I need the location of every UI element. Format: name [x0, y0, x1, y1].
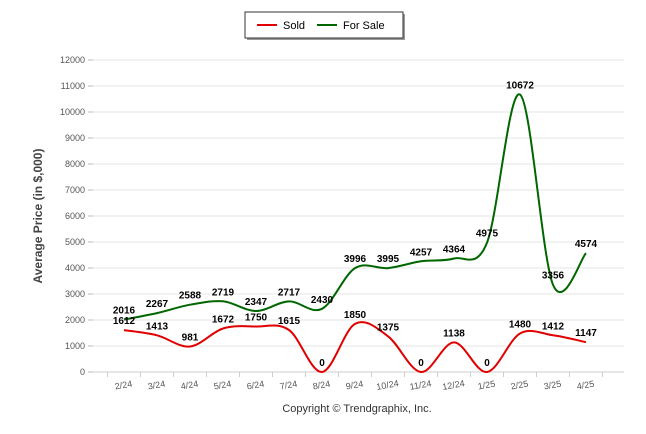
legend-item-sold[interactable]: Sold [257, 20, 305, 32]
sold-data-label: 1612 [113, 316, 136, 327]
y-tick-label: 7000 [65, 185, 85, 195]
x-tick-label: 2/25 [510, 379, 529, 392]
y-tick-label: 10000 [60, 107, 85, 117]
sold-data-label: 981 [182, 332, 199, 343]
for-sale-data-label: 2719 [212, 287, 235, 298]
sold-data-label: 1412 [542, 321, 565, 332]
for-sale-data-label: 2347 [245, 297, 268, 308]
x-tick-label: 2/24 [114, 379, 133, 392]
for-sale-data-label: 2430 [311, 295, 334, 306]
data-labels: 1612 1413 981 1672 1750 1615 0 1850 1375 0 1138 0 14… [113, 81, 598, 369]
sold-data-label: 1413 [146, 321, 169, 332]
sold-legend-label: Sold [283, 20, 305, 32]
sold-data-label: 1750 [245, 313, 268, 324]
y-tick-label: 3000 [65, 289, 85, 299]
for-sale-data-label: 10672 [506, 81, 534, 92]
x-tick-label: 9/24 [345, 379, 364, 392]
x-axis-ticks: 2/24 3/24 4/24 5/24 6/24 7/24 8/24 9/24 10/24 11/… [107, 372, 603, 392]
y-tick-label: 5000 [65, 237, 85, 247]
x-tick-label: 4/25 [576, 379, 595, 392]
sold-data-label: 0 [484, 358, 490, 369]
sold-data-label: 1850 [344, 310, 367, 321]
x-tick-label: 4/24 [180, 379, 199, 392]
sold-data-label: 1615 [278, 316, 301, 327]
sold-data-label: 1375 [377, 322, 400, 333]
for-sale-data-label: 4364 [443, 245, 466, 256]
sold-series-line [123, 321, 587, 373]
y-tick-label: 1000 [65, 341, 85, 351]
for-sale-data-label: 2267 [146, 299, 169, 310]
sold-data-label: 1672 [212, 315, 235, 326]
y-tick-label: 4000 [65, 263, 85, 273]
for-sale-data-label: 3995 [377, 254, 400, 265]
x-tick-label: 5/24 [213, 379, 232, 392]
y-tick-label: 8000 [65, 159, 85, 169]
x-tick-label: 1/25 [477, 379, 496, 392]
for-sale-legend-label: For Sale [343, 20, 385, 32]
for-sale-data-label: 3996 [344, 254, 367, 265]
y-axis-label: Average Price (in $,000) [31, 149, 45, 284]
sold-data-label: 0 [319, 358, 325, 369]
y-tick-label: 9000 [65, 133, 85, 143]
x-tick-label: 6/24 [246, 379, 265, 392]
for-sale-series-line [123, 93, 587, 321]
for-sale-data-label: 4975 [476, 229, 499, 240]
x-tick-label: 7/24 [279, 379, 298, 392]
for-sale-data-label: 4574 [575, 239, 598, 250]
x-tick-label: 8/24 [312, 379, 331, 392]
sold-data-label: 0 [418, 358, 424, 369]
legend-item-for-sale[interactable]: For Sale [317, 20, 385, 32]
x-tick-label: 3/25 [543, 379, 562, 392]
legend[interactable]: Sold For Sale [244, 11, 405, 40]
for-sale-data-label: 2588 [179, 291, 202, 302]
y-tick-label: 12000 [60, 55, 85, 65]
for-sale-data-label: 2016 [113, 306, 136, 317]
sold-data-label: 1138 [443, 328, 465, 339]
y-tick-label: 0 [80, 367, 85, 377]
x-tick-label: 11/24 [409, 378, 432, 392]
x-tick-label: 12/24 [442, 378, 466, 392]
sold-data-label: 1480 [509, 320, 532, 331]
for-sale-data-label: 4257 [410, 247, 433, 258]
for-sale-data-label: 2717 [278, 287, 301, 298]
copyright-text: Copyright © Trendgraphix, Inc. [282, 403, 431, 415]
y-axis-ticks: 0 1000 2000 3000 4000 5000 6000 7000 8000 9000 100… [60, 55, 85, 377]
y-tick-label: 6000 [65, 211, 85, 221]
x-tick-label: 3/24 [147, 379, 166, 392]
gridlines [88, 59, 624, 373]
series-lines [123, 93, 587, 373]
sold-data-label: 1147 [575, 328, 597, 339]
y-tick-label: 11000 [61, 81, 85, 91]
for-sale-data-label: 3356 [542, 271, 565, 282]
y-tick-label: 2000 [65, 315, 85, 325]
x-tick-label: 10/24 [376, 378, 400, 392]
